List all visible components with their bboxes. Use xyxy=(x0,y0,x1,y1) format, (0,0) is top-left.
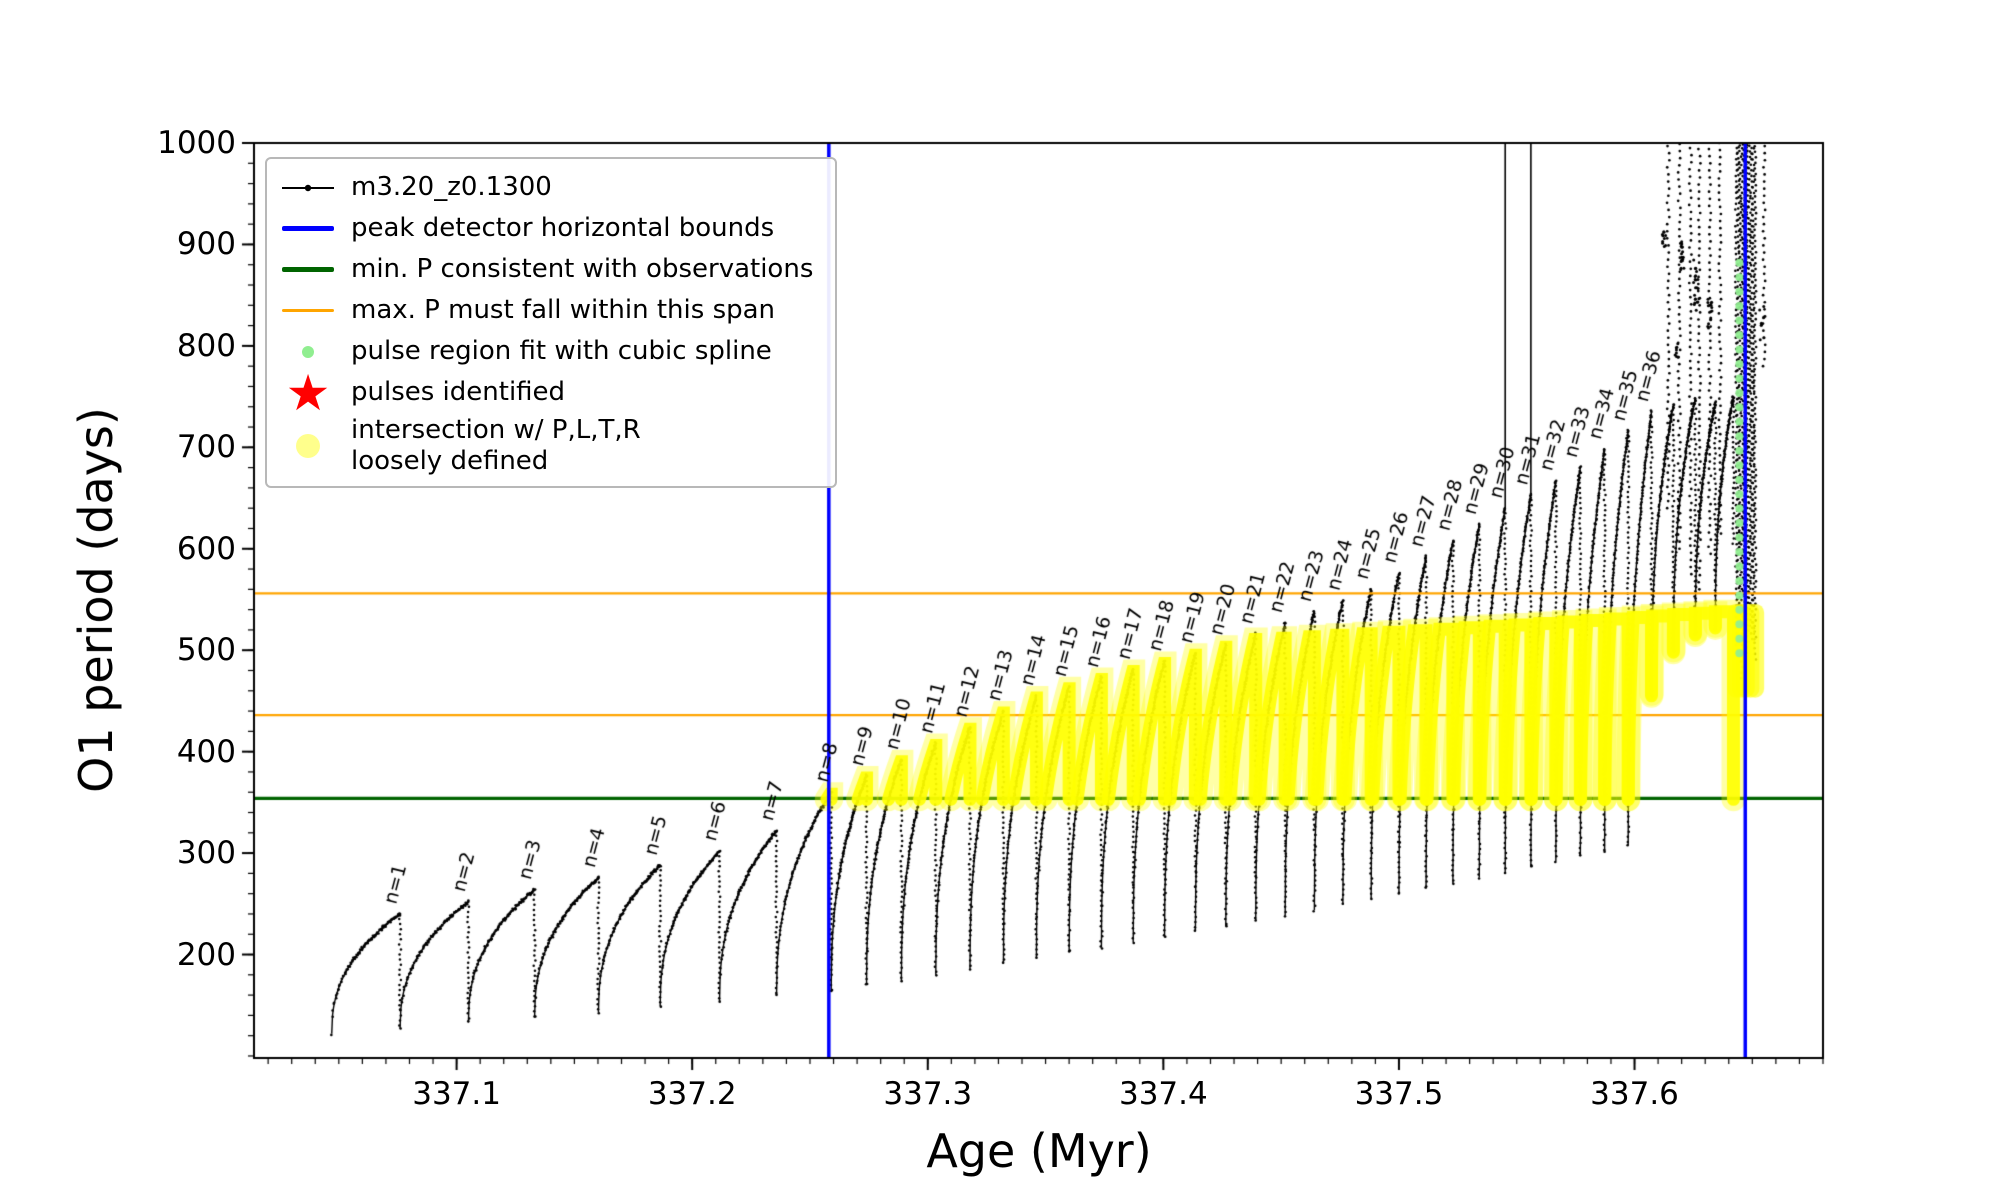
y-tick-label: 200 xyxy=(176,936,236,973)
blue-line-marker-icon xyxy=(279,226,337,231)
legend-item-min-p: min. P consistent with observations xyxy=(279,251,813,288)
legend-label-min-p: min. P consistent with observations xyxy=(351,254,814,285)
line-with-dot-marker-icon xyxy=(279,178,337,198)
x-axis-title: Age (Myr) xyxy=(926,1124,1152,1178)
legend-item-series: m3.20_z0.1300 xyxy=(279,169,813,206)
x-tick-label: 337.6 xyxy=(1590,1076,1679,1112)
y-tick-label: 500 xyxy=(176,632,236,669)
y-tick-label: 600 xyxy=(176,530,236,567)
legend-item-peak-bounds: peak detector horizontal bounds xyxy=(279,210,813,247)
legend-item-spline: pulse region fit with cubic spline xyxy=(279,333,813,370)
x-tick-label: 337.3 xyxy=(883,1076,973,1112)
legend-label-intersection: intersection w/ P,L,T,R loosely defined xyxy=(351,415,641,476)
y-tick-label: 900 xyxy=(176,226,236,263)
yellow-dot-marker-icon xyxy=(279,433,337,458)
green-dot-marker-icon xyxy=(279,345,337,358)
x-tick-label: 337.2 xyxy=(647,1076,737,1112)
red-star-marker-icon: ★ xyxy=(285,363,331,422)
y-tick-label: 400 xyxy=(176,733,236,770)
legend-label-spline: pulse region fit with cubic spline xyxy=(351,336,772,367)
legend-label-series: m3.20_z0.1300 xyxy=(351,172,552,203)
y-axis-title: O1 period (days) xyxy=(69,407,123,793)
y-tick-label: 800 xyxy=(176,327,236,364)
legend-item-pulses: ★ pulses identified xyxy=(279,363,813,422)
orange-line-marker-icon xyxy=(279,309,337,312)
legend-label-peak-bounds: peak detector horizontal bounds xyxy=(351,213,775,244)
legend-item-max-p: max. P must fall within this span xyxy=(279,292,813,329)
y-tick-label: 300 xyxy=(176,835,236,872)
x-tick-label: 337.5 xyxy=(1354,1076,1444,1112)
y-tick-label: 700 xyxy=(176,429,236,466)
green-line-marker-icon xyxy=(279,267,337,272)
legend-label-pulses: pulses identified xyxy=(351,377,566,408)
x-tick-label: 337.1 xyxy=(412,1076,501,1112)
legend: m3.20_z0.1300 peak detector horizontal b… xyxy=(265,157,838,489)
x-tick-label: 337.4 xyxy=(1118,1076,1208,1112)
legend-label-max-p: max. P must fall within this span xyxy=(351,295,776,326)
y-tick-label: 1000 xyxy=(157,125,236,161)
legend-item-intersection: intersection w/ P,L,T,R loosely defined xyxy=(279,415,813,476)
